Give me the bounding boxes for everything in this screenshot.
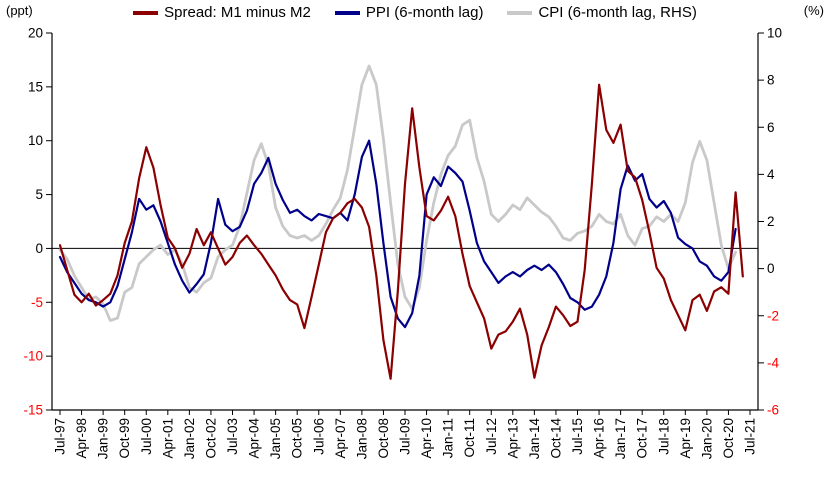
- x-tick-label: Jan-08: [354, 418, 369, 459]
- legend-item-ppi: PPI (6-month lag): [334, 4, 484, 21]
- x-tick-label: Jan-05: [268, 418, 283, 459]
- left-tick-label: 5: [35, 187, 43, 202]
- x-tick-label: Jan-11: [441, 418, 456, 458]
- x-tick-label: Jul-09: [398, 418, 413, 455]
- x-tick-label: Jul-00: [139, 418, 154, 455]
- left-tick-label: 15: [28, 79, 43, 94]
- right-tick-label: 4: [767, 167, 775, 182]
- x-tick-label: Jul-06: [311, 418, 326, 455]
- spread-line-swatch: [133, 10, 159, 15]
- series-line: [58, 64, 737, 322]
- legend-item-spread: Spread: M1 minus M2: [133, 4, 311, 21]
- x-tick-label: Apr-16: [592, 418, 607, 459]
- left-tick-label: 0: [35, 241, 43, 256]
- x-tick-label: Oct-11: [462, 418, 477, 458]
- x-tick-label: Jan-02: [182, 418, 197, 459]
- x-tick-label: Apr-07: [333, 418, 348, 459]
- left-tick-label: -5: [31, 295, 43, 310]
- left-tick-label: -15: [23, 403, 43, 418]
- left-axis-unit-label: (ppt): [6, 3, 33, 18]
- ppi-line-swatch: [334, 10, 360, 15]
- series-line: [58, 83, 744, 380]
- left-tick-label: -10: [23, 349, 43, 364]
- x-tick-label: Apr-10: [419, 418, 434, 459]
- x-tick-label: Apr-01: [160, 418, 175, 459]
- x-tick-label: Jul-03: [225, 418, 240, 455]
- x-tick-label: Jul-12: [484, 418, 499, 455]
- x-tick-label: Oct-08: [376, 418, 391, 459]
- x-tick-label: Oct-17: [635, 418, 650, 459]
- x-tick-label: Apr-13: [505, 418, 520, 459]
- x-tick-label: Jan-20: [699, 418, 714, 459]
- x-tick-label: Jan-14: [527, 418, 542, 460]
- x-tick-label: Apr-04: [247, 418, 262, 459]
- x-tick-label: Jul-15: [570, 418, 585, 455]
- x-tick-label: Oct-05: [290, 418, 305, 459]
- left-tick-label: 20: [28, 26, 43, 41]
- x-tick-label: Jul-97: [53, 418, 68, 455]
- x-tick-label: Apr-98: [74, 418, 89, 459]
- x-tick-label: Apr-19: [678, 418, 693, 459]
- x-tick-label: Jan-17: [613, 418, 628, 459]
- x-tick-label: Jan-99: [96, 418, 111, 459]
- legend-label-ppi: PPI (6-month lag): [365, 4, 484, 21]
- right-tick-label: 8: [767, 73, 775, 88]
- x-tick-label: Oct-14: [548, 418, 563, 459]
- x-tick-label: Oct-02: [203, 418, 218, 459]
- left-tick-label: 10: [28, 133, 43, 148]
- x-tick-label: Jul-18: [656, 418, 671, 455]
- cpi-line-swatch: [507, 10, 533, 15]
- right-tick-label: -6: [767, 403, 779, 418]
- legend-label-cpi: CPI (6-month lag, RHS): [538, 4, 697, 21]
- x-tick-label: Oct-20: [721, 418, 736, 459]
- legend: Spread: M1 minus M2 PPI (6-month lag) CP…: [40, 4, 790, 21]
- right-tick-label: -2: [767, 308, 779, 323]
- legend-item-cpi: CPI (6-month lag, RHS): [507, 4, 697, 21]
- right-tick-label: -4: [767, 355, 779, 370]
- x-tick-label: Jul-21: [743, 418, 758, 455]
- x-tick-label: Oct-99: [117, 418, 132, 459]
- series-line: [58, 139, 737, 329]
- right-tick-label: 10: [767, 26, 782, 41]
- right-axis-unit-label: (%): [803, 3, 824, 18]
- legend-label-spread: Spread: M1 minus M2: [164, 4, 311, 21]
- right-tick-label: 6: [767, 120, 775, 135]
- right-tick-label: 2: [767, 214, 775, 229]
- right-tick-label: 0: [767, 261, 775, 276]
